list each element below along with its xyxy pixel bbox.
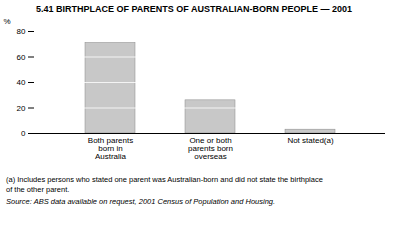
- svg-text:60: 60: [17, 53, 26, 62]
- html-text:of the other parent.: of the other parent.: [6, 184, 70, 194]
- svg-text:20: 20: [17, 104, 26, 113]
- svg-text:40: 40: [17, 78, 26, 87]
- html-text:Source: ABS data available on: Source: ABS data available on request, 2…: [6, 197, 276, 206]
- html-text:5.41 BIRTHPLACE OF PARENTS OF: 5.41 BIRTHPLACE OF PARENTS OF AUSTRALIAN…: [36, 4, 352, 14]
- svg-text:One or bothparents bornoversea: One or bothparents bornoverseas: [188, 136, 233, 161]
- svg-text:Not stated(a): Not stated(a): [287, 136, 334, 145]
- svg-text:%: %: [4, 17, 11, 26]
- svg-text:Both parentsborn inAustralia: Both parentsborn inAustralia: [88, 136, 133, 161]
- html-text:(a) Includes persons who state: (a) Includes persons who stated one pare…: [6, 175, 323, 184]
- svg-text:0: 0: [21, 129, 26, 138]
- svg-text:80: 80: [17, 27, 26, 36]
